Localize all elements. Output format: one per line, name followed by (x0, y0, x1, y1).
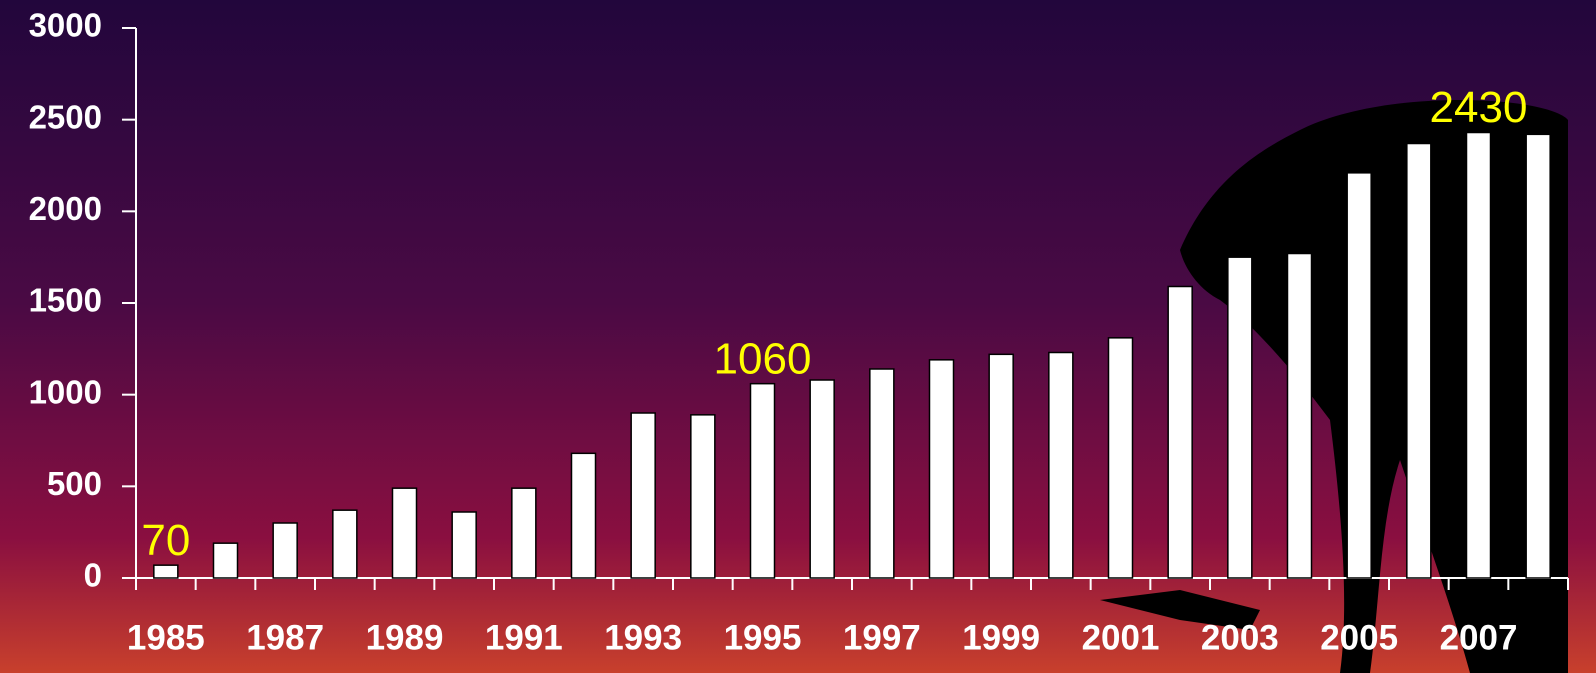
bar (393, 488, 417, 578)
value-label: 1060 (714, 334, 812, 383)
bar (810, 380, 834, 578)
bar (214, 543, 238, 578)
y-tick-label: 500 (47, 465, 102, 502)
bar (452, 512, 476, 578)
bar (631, 413, 655, 578)
bar (989, 354, 1013, 578)
x-tick-label: 1989 (366, 618, 444, 657)
y-tick-label: 1000 (29, 373, 102, 410)
y-tick-label: 1500 (29, 282, 102, 319)
bar (930, 360, 954, 578)
value-label: 70 (141, 516, 190, 565)
bar (1467, 133, 1491, 579)
chart: 0 500 1000 1500 2000 2500 3000 1985 1987 1989 1991… (0, 0, 1596, 673)
x-tick-label: 2001 (1082, 618, 1160, 657)
x-tick-label: 1987 (246, 618, 324, 657)
bar (751, 384, 775, 578)
value-label: 2430 (1430, 83, 1528, 132)
bar (1228, 257, 1252, 578)
bar (1049, 353, 1073, 579)
x-tick-label: 1993 (604, 618, 682, 657)
bar (273, 523, 297, 578)
x-tick-label: 1997 (843, 618, 921, 657)
x-tick-label: 1995 (724, 618, 802, 657)
bar (512, 488, 536, 578)
bar (870, 369, 894, 578)
x-tick-label: 1985 (127, 618, 205, 657)
y-tick-label: 2500 (29, 98, 102, 135)
x-tick-label: 1999 (962, 618, 1040, 657)
x-tick-label: 2007 (1440, 618, 1518, 657)
x-tick-label: 2005 (1320, 618, 1398, 657)
bar (691, 415, 715, 578)
bar (154, 565, 178, 578)
bar (333, 510, 357, 578)
bar (1526, 134, 1550, 578)
x-tick-label: 2003 (1201, 618, 1279, 657)
bar (1168, 287, 1192, 579)
bar (572, 453, 596, 578)
bar (1347, 173, 1371, 578)
y-tick-label: 2000 (29, 190, 102, 227)
bar (1407, 144, 1431, 579)
bar (1109, 338, 1133, 578)
y-tick-label: 3000 (29, 7, 102, 44)
x-tick-label: 1991 (485, 618, 563, 657)
y-tick-label: 0 (84, 557, 102, 594)
bar (1288, 254, 1312, 579)
